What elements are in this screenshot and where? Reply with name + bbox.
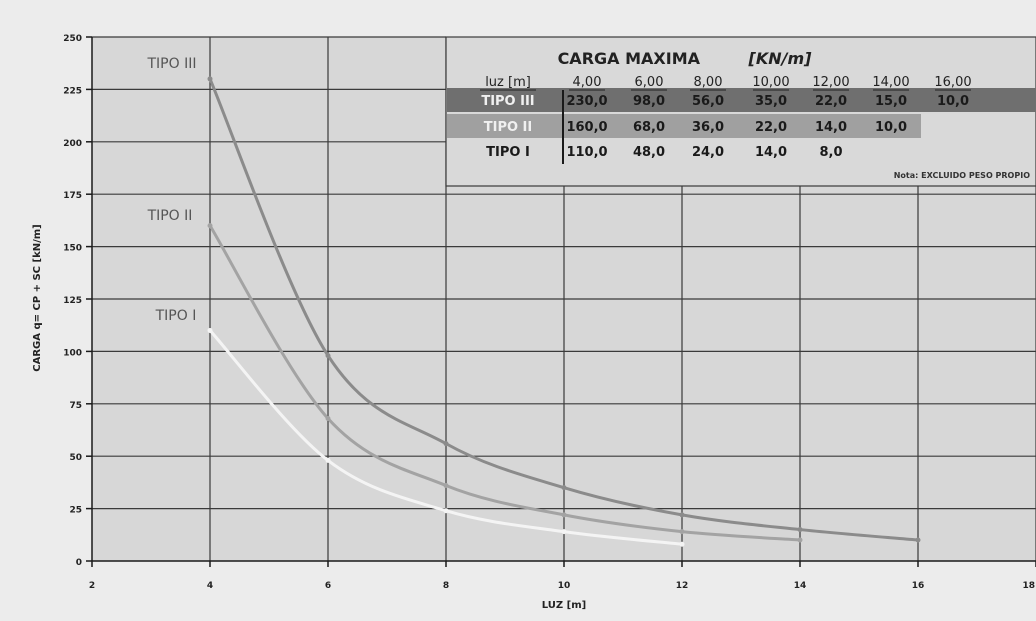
series-point: [915, 537, 921, 543]
table-row-label: TIPO II: [484, 120, 532, 135]
series-point: [679, 512, 685, 518]
curve-label: TIPO III: [147, 56, 197, 72]
y-tick-label: 125: [63, 296, 82, 306]
table-column-header: 8,00: [694, 75, 723, 90]
table-cell: 56,0: [692, 94, 724, 109]
x-tick-label: 2: [89, 581, 95, 591]
y-axis-title: CARGA q= CP + SC [kN/m]: [32, 224, 43, 372]
table-row-band: [447, 114, 921, 138]
curve-label: TIPO I: [155, 308, 197, 324]
x-axis-title: LUZ [m]: [542, 600, 586, 611]
x-tick-label: 18: [1022, 581, 1035, 591]
y-tick-label: 25: [69, 506, 82, 516]
table-column-header: 4,00: [573, 75, 602, 90]
table-column-header: 14,00: [872, 75, 909, 90]
y-tick-label: 200: [63, 139, 82, 149]
table-cell: 110,0: [566, 145, 607, 160]
series-point: [561, 529, 567, 535]
table-row-band: [447, 88, 1036, 112]
table-column-header: 16,00: [934, 75, 971, 90]
axes: 0 25 50 75 100 125 150 175 200 225 250 2 4 6 8 10 12 14 16…: [32, 34, 1036, 611]
table-cell: 24,0: [692, 145, 724, 160]
table-row-label: TIPO I: [486, 145, 530, 160]
table-cell: 10,0: [937, 94, 969, 109]
table-cell: 22,0: [755, 120, 787, 135]
table-cell: 14,0: [755, 145, 787, 160]
y-tick-label: 75: [69, 401, 82, 411]
series-point: [797, 527, 803, 533]
series-line: [208, 78, 919, 542]
y-tick-label: 0: [76, 558, 82, 568]
table-cell: 14,0: [815, 120, 847, 135]
x-tick-label: 14: [794, 581, 807, 591]
table-cell: 160,0: [566, 120, 607, 135]
table-cell: 22,0: [815, 94, 847, 109]
series-point: [325, 457, 331, 463]
curve-label: TIPO II: [147, 208, 193, 224]
table-cell: 98,0: [633, 94, 665, 109]
series-point: [207, 76, 213, 82]
table-title: CARGA MAXIMA: [558, 49, 701, 68]
series-point: [207, 327, 213, 333]
table-column-header: 10,00: [752, 75, 789, 90]
series-point: [325, 415, 331, 421]
series-curves: [207, 76, 921, 547]
x-tick-label: 4: [207, 581, 213, 591]
y-tick-label: 100: [63, 348, 82, 358]
series-point: [679, 541, 685, 547]
series-point: [797, 537, 803, 543]
table-note: Nota: EXCLUIDO PESO PROPIO: [894, 171, 1030, 180]
series-point: [443, 508, 449, 514]
series-point: [325, 353, 331, 359]
series-point: [561, 512, 567, 518]
table-title-unit: [KN/m]: [748, 49, 813, 68]
table-header-label: luz [m]: [485, 75, 531, 90]
x-tick-label: 16: [912, 581, 925, 591]
table-column-header: 6,00: [635, 75, 664, 90]
y-tick-label: 50: [69, 453, 82, 463]
text-labels: TIPO III TIPO II TIPO I: [147, 56, 197, 324]
max-load-table: CARGA MAXIMA [KN/m] luz [m] 4,00 6,00 8,00 10,…: [445, 36, 1036, 187]
y-tick-label: 175: [63, 191, 82, 201]
x-tick-label: 6: [325, 581, 331, 591]
table-cell: 48,0: [633, 145, 665, 160]
series-point: [207, 223, 213, 229]
table-cell: 68,0: [633, 120, 665, 135]
series-point: [443, 483, 449, 489]
series-point: [443, 441, 449, 447]
table-cell: 230,0: [566, 94, 607, 109]
table-cell: 35,0: [755, 94, 787, 109]
x-tick-label: 10: [558, 581, 571, 591]
y-tick-label: 225: [63, 86, 82, 96]
x-tick-label: 8: [443, 581, 449, 591]
table-row-label: TIPO III: [481, 94, 534, 109]
y-tick-label: 250: [63, 34, 82, 44]
series-point: [561, 485, 567, 491]
table-column-header: 12,00: [812, 75, 849, 90]
series-line: [208, 329, 683, 546]
table-cell: 8,0: [819, 145, 842, 160]
y-tick-label: 150: [63, 244, 82, 254]
table-cell: 15,0: [875, 94, 907, 109]
table-cell: 36,0: [692, 120, 724, 135]
table-cell: 10,0: [875, 120, 907, 135]
series-point: [679, 529, 685, 535]
x-tick-label: 12: [676, 581, 689, 591]
